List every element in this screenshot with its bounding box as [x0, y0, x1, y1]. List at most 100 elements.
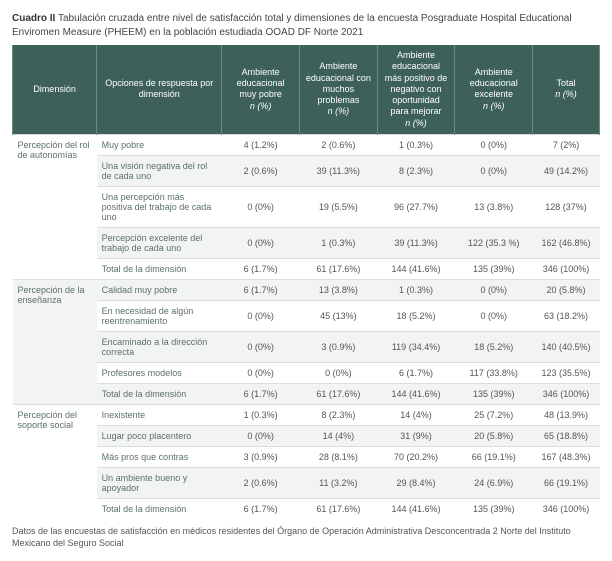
- option-cell: Total de la dimensión: [97, 258, 222, 279]
- option-cell: Total de la dimensión: [97, 383, 222, 404]
- value-cell: 0 (0%): [222, 362, 300, 383]
- value-cell: 123 (35.5%): [533, 362, 600, 383]
- value-cell: 61 (17.6%): [300, 383, 378, 404]
- value-cell: 119 (34.4%): [377, 331, 455, 362]
- dimension-cell: Percepción del rol de autonomías: [13, 134, 97, 279]
- value-cell: 13 (3.8%): [455, 186, 533, 227]
- value-cell: 1 (0.3%): [222, 404, 300, 425]
- option-cell: Una visión negativa del rol de cada uno: [97, 155, 222, 186]
- table-header: Dimensión Opciones de respuesta por dime…: [13, 45, 600, 134]
- table-row: Percepción de la enseñanzaCalidad muy po…: [13, 279, 600, 300]
- value-cell: 167 (48.3%): [533, 446, 600, 467]
- value-cell: 6 (1.7%): [222, 383, 300, 404]
- table-row: Más pros que contras3 (0.9%)28 (8.1%)70 …: [13, 446, 600, 467]
- value-cell: 1 (0.3%): [377, 134, 455, 155]
- value-cell: 18 (5.2%): [377, 300, 455, 331]
- value-cell: 128 (37%): [533, 186, 600, 227]
- value-cell: 6 (1.7%): [222, 258, 300, 279]
- table-row: Profesores modelos0 (0%)0 (0%)6 (1.7%)11…: [13, 362, 600, 383]
- value-cell: 25 (7.2%): [455, 404, 533, 425]
- value-cell: 3 (0.9%): [300, 331, 378, 362]
- value-cell: 0 (0%): [455, 300, 533, 331]
- value-cell: 18 (5.2%): [455, 331, 533, 362]
- table-body: Percepción del rol de autonomíasMuy pobr…: [13, 134, 600, 519]
- value-cell: 39 (11.3%): [300, 155, 378, 186]
- col-dimension: Dimensión: [13, 45, 97, 134]
- value-cell: 7 (2%): [533, 134, 600, 155]
- value-cell: 0 (0%): [222, 331, 300, 362]
- value-cell: 2 (0.6%): [222, 467, 300, 498]
- value-cell: 135 (39%): [455, 383, 533, 404]
- value-cell: 14 (4%): [377, 404, 455, 425]
- value-cell: 0 (0%): [222, 186, 300, 227]
- option-cell: Profesores modelos: [97, 362, 222, 383]
- value-cell: 45 (13%): [300, 300, 378, 331]
- value-cell: 135 (39%): [455, 258, 533, 279]
- value-cell: 48 (13.9%): [533, 404, 600, 425]
- col-muy-pobre: Ambiente educacional muy pobren (%): [222, 45, 300, 134]
- value-cell: 6 (1.7%): [222, 498, 300, 519]
- value-cell: 346 (100%): [533, 258, 600, 279]
- value-cell: 117 (33.8%): [455, 362, 533, 383]
- value-cell: 65 (18.8%): [533, 425, 600, 446]
- option-cell: Lugar poco placentero: [97, 425, 222, 446]
- value-cell: 24 (6.9%): [455, 467, 533, 498]
- value-cell: 39 (11.3%): [377, 227, 455, 258]
- value-cell: 0 (0%): [455, 155, 533, 186]
- option-cell: En necesidad de algún reentrenamiento: [97, 300, 222, 331]
- value-cell: 11 (3.2%): [300, 467, 378, 498]
- value-cell: 0 (0%): [222, 227, 300, 258]
- value-cell: 2 (0.6%): [300, 134, 378, 155]
- table-row: Percepción excelente del trabajo de cada…: [13, 227, 600, 258]
- value-cell: 0 (0%): [222, 425, 300, 446]
- option-cell: Calidad muy pobre: [97, 279, 222, 300]
- table-row: En necesidad de algún reentrenamiento0 (…: [13, 300, 600, 331]
- table-row-total: Total de la dimensión6 (1.7%)61 (17.6%)1…: [13, 383, 600, 404]
- option-cell: Inexistente: [97, 404, 222, 425]
- value-cell: 2 (0.6%): [222, 155, 300, 186]
- value-cell: 0 (0%): [222, 300, 300, 331]
- table-row: Percepción del soporte socialInexistente…: [13, 404, 600, 425]
- table-row: Encaminado a la dirección correcta0 (0%)…: [13, 331, 600, 362]
- option-cell: Percepción excelente del trabajo de cada…: [97, 227, 222, 258]
- table-row: Una percepción más positiva del trabajo …: [13, 186, 600, 227]
- value-cell: 66 (19.1%): [533, 467, 600, 498]
- caption-lead: Cuadro II: [12, 13, 55, 24]
- value-cell: 3 (0.9%): [222, 446, 300, 467]
- value-cell: 20 (5.8%): [533, 279, 600, 300]
- value-cell: 49 (14.2%): [533, 155, 600, 186]
- value-cell: 4 (1.2%): [222, 134, 300, 155]
- value-cell: 8 (2.3%): [300, 404, 378, 425]
- value-cell: 29 (8.4%): [377, 467, 455, 498]
- value-cell: 28 (8.1%): [300, 446, 378, 467]
- option-cell: Encaminado a la dirección correcta: [97, 331, 222, 362]
- value-cell: 66 (19.1%): [455, 446, 533, 467]
- option-cell: Más pros que contras: [97, 446, 222, 467]
- value-cell: 14 (4%): [300, 425, 378, 446]
- value-cell: 70 (20.2%): [377, 446, 455, 467]
- dimension-cell: Percepción de la enseñanza: [13, 279, 97, 404]
- value-cell: 162 (46.8%): [533, 227, 600, 258]
- value-cell: 31 (9%): [377, 425, 455, 446]
- value-cell: 61 (17.6%): [300, 498, 378, 519]
- table-footnote: Datos de las encuestas de satisfacción e…: [12, 525, 600, 549]
- value-cell: 8 (2.3%): [377, 155, 455, 186]
- cross-tab-table: Dimensión Opciones de respuesta por dime…: [12, 45, 600, 519]
- table-row: Lugar poco placentero0 (0%)14 (4%)31 (9%…: [13, 425, 600, 446]
- caption-rest: Tabulación cruzada entre nivel de satisf…: [12, 13, 572, 38]
- option-cell: Muy pobre: [97, 134, 222, 155]
- value-cell: 0 (0%): [300, 362, 378, 383]
- value-cell: 6 (1.7%): [222, 279, 300, 300]
- table-row: Percepción del rol de autonomíasMuy pobr…: [13, 134, 600, 155]
- option-cell: Una percepción más positiva del trabajo …: [97, 186, 222, 227]
- col-mas-positivo: Ambiente educacional más positivo de neg…: [377, 45, 455, 134]
- option-cell: Un ambiente bueno y apoyador: [97, 467, 222, 498]
- value-cell: 144 (41.6%): [377, 498, 455, 519]
- value-cell: 96 (27.7%): [377, 186, 455, 227]
- dimension-cell: Percepción del soporte social: [13, 404, 97, 519]
- value-cell: 144 (41.6%): [377, 383, 455, 404]
- value-cell: 346 (100%): [533, 383, 600, 404]
- value-cell: 20 (5.8%): [455, 425, 533, 446]
- col-options: Opciones de respuesta por dimensión: [97, 45, 222, 134]
- value-cell: 0 (0%): [455, 279, 533, 300]
